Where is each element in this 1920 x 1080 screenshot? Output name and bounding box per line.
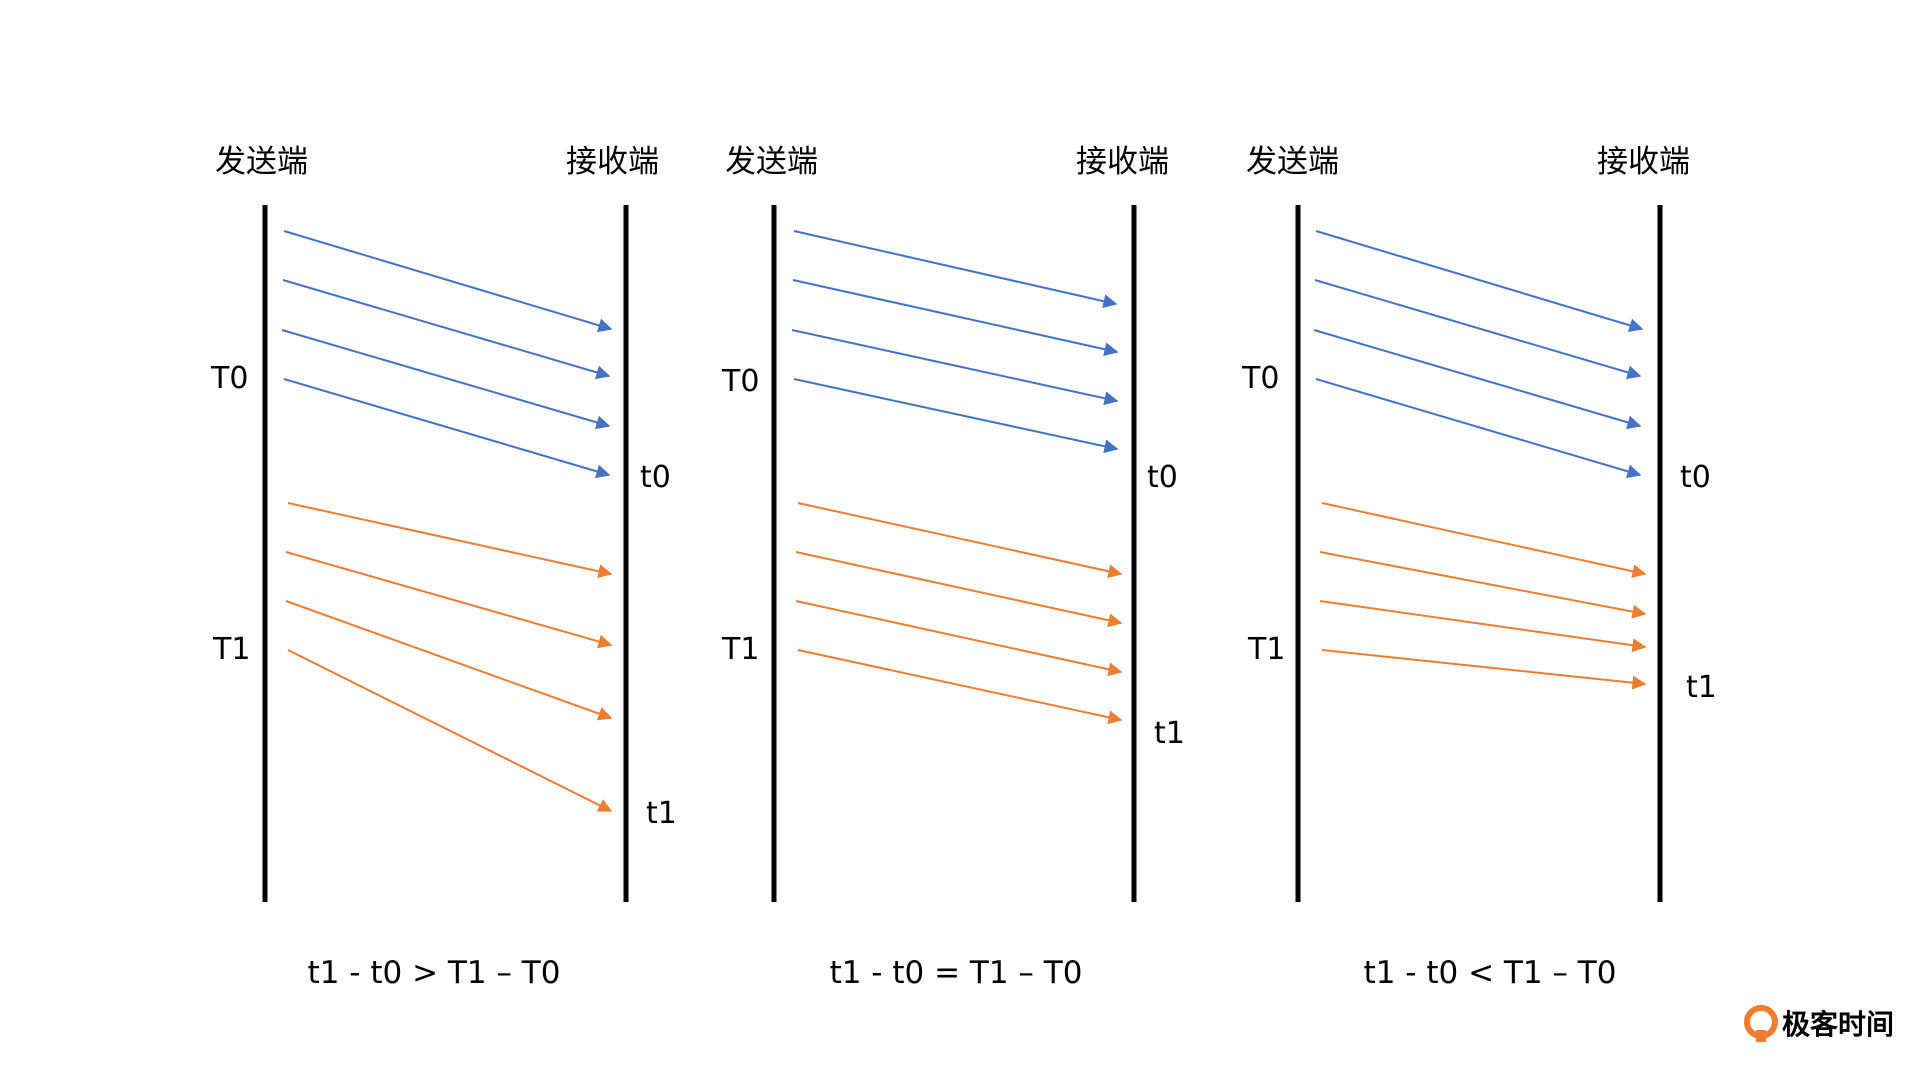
orange-arrow bbox=[797, 649, 1123, 725]
blue-arrow bbox=[793, 378, 1119, 454]
orange-arrows bbox=[795, 502, 1123, 725]
T0-label: T0 bbox=[721, 364, 759, 399]
blue-arrow bbox=[283, 230, 613, 333]
sender-label: 发送端 bbox=[215, 144, 308, 180]
orange-arrow bbox=[1321, 502, 1647, 579]
blue-arrow bbox=[1315, 230, 1644, 333]
blue-arrow bbox=[1313, 329, 1642, 430]
blue-arrow bbox=[1315, 378, 1642, 479]
panel-3: 发送端 接收端 T0 T1 t0 t1 t1 - t0 < T1 – T0 bbox=[1241, 144, 1717, 991]
blue-arrows bbox=[1313, 230, 1644, 479]
orange-arrow bbox=[285, 600, 613, 721]
blue-arrow bbox=[793, 230, 1118, 309]
t0-label: t0 bbox=[1680, 460, 1711, 495]
sender-label: 发送端 bbox=[725, 144, 818, 180]
orange-arrow bbox=[797, 502, 1123, 579]
receiver-label: 接收端 bbox=[1076, 144, 1169, 180]
panel-2: 发送端 接收端 T0 T1 t0 t1 t1 - t0 = T1 – T0 bbox=[721, 144, 1185, 991]
t0-label: t0 bbox=[640, 460, 671, 495]
t1-label: t1 bbox=[1154, 716, 1185, 751]
panel-caption: t1 - t0 > T1 – T0 bbox=[308, 955, 561, 991]
panel-caption: t1 - t0 = T1 – T0 bbox=[830, 955, 1083, 991]
T0-label: T0 bbox=[1241, 361, 1279, 396]
orange-arrow bbox=[1319, 551, 1647, 619]
blue-arrow bbox=[282, 279, 611, 380]
T1-label: T1 bbox=[721, 632, 759, 667]
blue-arrow bbox=[281, 329, 611, 430]
t1-label: t1 bbox=[1686, 670, 1717, 705]
receiver-label: 接收端 bbox=[566, 144, 659, 180]
orange-arrow bbox=[285, 551, 613, 649]
panel-caption: t1 - t0 < T1 – T0 bbox=[1364, 955, 1617, 991]
watermark-text: 极客时间 bbox=[1782, 1008, 1894, 1041]
blue-arrow bbox=[1314, 279, 1642, 380]
panel-1: 发送端 接收端 T0 T1 t0 t1 t1 - t0 > T1 – T0 bbox=[210, 144, 677, 991]
orange-arrow bbox=[1319, 600, 1647, 653]
orange-arrow bbox=[795, 600, 1123, 677]
watermark: 极客时间 bbox=[1744, 1005, 1894, 1042]
t0-label: t0 bbox=[1147, 460, 1178, 495]
sender-label: 发送端 bbox=[1246, 144, 1339, 180]
orange-arrow bbox=[1321, 649, 1647, 690]
blue-arrow bbox=[283, 378, 611, 479]
t1-label: t1 bbox=[646, 796, 677, 831]
orange-arrows bbox=[285, 502, 613, 812]
blue-arrows bbox=[281, 230, 613, 479]
orange-arrow bbox=[287, 502, 613, 579]
blue-arrows bbox=[791, 230, 1119, 454]
blue-arrow bbox=[791, 329, 1119, 406]
T1-label: T1 bbox=[212, 632, 250, 667]
T1-label: T1 bbox=[1247, 632, 1285, 667]
geektime-logo-icon bbox=[1744, 1005, 1778, 1042]
orange-arrow bbox=[795, 551, 1123, 628]
orange-arrows bbox=[1319, 502, 1647, 690]
receiver-label: 接收端 bbox=[1597, 144, 1690, 180]
T0-label: T0 bbox=[210, 361, 248, 396]
blue-arrow bbox=[792, 279, 1119, 357]
orange-arrow bbox=[287, 649, 613, 812]
